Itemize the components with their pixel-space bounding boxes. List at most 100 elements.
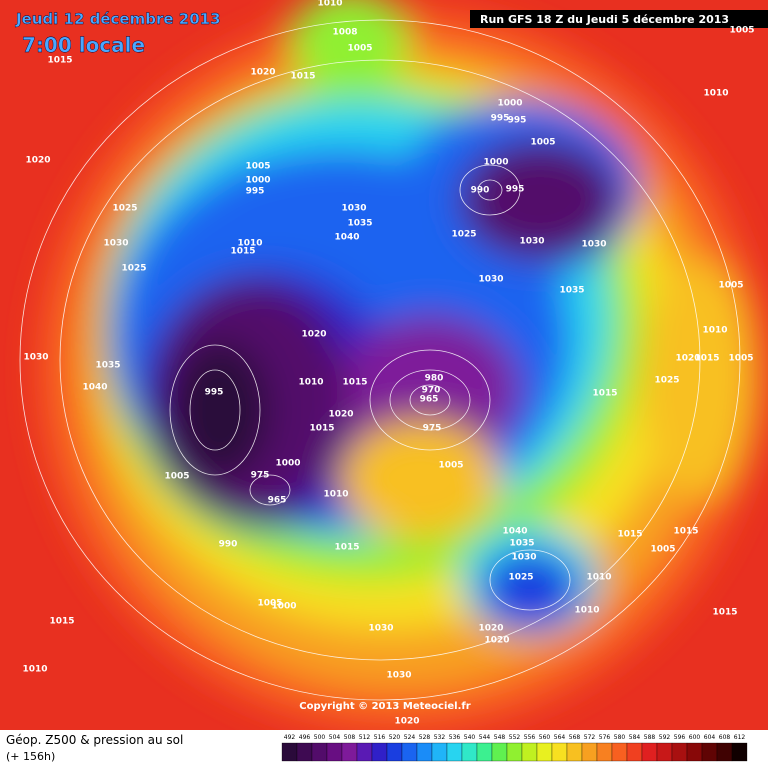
isobar-label: 1005 [718,281,743,291]
colorbar-swatch [566,742,583,762]
isobar-label: 1035 [347,219,372,229]
colorbar-label: 592 [659,734,671,741]
colorbar-swatch [341,742,358,762]
isobar-label: 1015 [673,527,698,537]
isobar-label: 1005 [257,599,282,609]
colorbar-swatch [371,742,388,762]
isobar-label: 1010 [574,606,599,616]
isobar-label: 1015 [334,543,359,553]
colorbar-swatch [446,742,463,762]
colorbar-label: 580 [614,734,626,741]
colorbar-label: 544 [479,734,491,741]
isobar-label: 1035 [559,286,584,296]
isobar-label: 1000 [275,459,300,469]
colorbar-label: 528 [419,734,431,741]
isobar-label: 1035 [509,539,534,549]
isobar-label: 1020 [250,68,275,78]
isobar-label: 1020 [301,330,326,340]
colorbar-swatch [596,742,613,762]
isobar-label: 1005 [728,354,753,364]
isobar-label: 970 [422,386,441,396]
isobar-label: 1015 [290,72,315,82]
isobar-label: 1040 [334,233,359,243]
colorbar-label: 552 [509,734,521,741]
colorbar-label: 560 [539,734,551,741]
isobar-label: 1010 [237,239,262,249]
isobar-label: 1015 [47,56,72,66]
isobar-label: 1020 [484,636,509,646]
colorbar: 492 496 500 504 508 512 516 520 524 528 532 536 540 5… [281,734,748,762]
isobar-label: 1010 [702,326,727,336]
colorbar-swatch [386,742,403,762]
colorbar-label: 500 [314,734,326,741]
run-box [470,10,768,28]
colorbar-swatch [716,742,733,762]
colorbar-swatch [401,742,418,762]
isobar-label: 1025 [112,204,137,214]
colorbar-swatch [701,742,718,762]
isobar-labels: 1010 1008 1005 1015 1020 1015 1010 1000 995 995 10… [22,0,754,727]
isobar-label: 1015 [712,608,737,618]
isobar-label: 990 [219,540,238,550]
colorbar-label: 596 [674,734,686,741]
isobar-label: 1025 [508,573,533,583]
isobar-label: 1005 [650,545,675,555]
colorbar-label: 556 [524,734,536,741]
isobar-label: 995 [506,185,525,195]
colorbar-swatch [671,742,688,762]
isobar-label: 1030 [478,275,503,285]
colorbar-label: 492 [284,734,296,741]
run: Run GFS 18 Z du Jeudi 5 décembre 2013 [480,13,729,26]
isobar-label: 1010 [586,573,611,583]
colorbar-label: 608 [719,734,731,741]
isobar-label: 995 [508,116,527,126]
isobar-label: 1005 [245,162,270,172]
colorbar-swatch [356,742,373,762]
isobar-label: 1030 [103,239,128,249]
isobar-label: 965 [268,496,287,506]
isobar-label: 1000 [245,176,270,186]
isobar-label: 1020 [25,156,50,166]
isobar-label: 1025 [451,230,476,240]
isobar-label: 1015 [617,530,642,540]
colorbar-label: 508 [344,734,356,741]
isobar-label: 1005 [729,26,754,36]
isobar-label: 1010 [317,0,342,9]
isobar-label: 1010 [323,490,348,500]
isobar-label: 1010 [703,89,728,99]
isobar-label: 1020 [394,717,419,727]
isobar-label: 1015 [309,424,334,434]
field [0,0,768,730]
isobar-label: 975 [251,471,270,481]
isobar-label: 1015 [342,378,367,388]
isobar-label: 1020 [478,624,503,634]
colorbar-label: 576 [599,734,611,741]
isobar-label: 995 [205,388,224,398]
colorbar-label: 604 [704,734,716,741]
isobar-label: 1030 [511,553,536,563]
colorbar-swatch [296,742,313,762]
isobar-label: 1030 [519,237,544,247]
isobar-label: 965 [420,395,439,405]
colorbar-swatch [521,742,538,762]
isobar-label: 1015 [49,617,74,627]
colorbar-swatch [551,742,568,762]
isobar-label: 1005 [530,138,555,148]
isobar-label: 990 [471,186,490,196]
isobar-label: 1030 [581,240,606,250]
date: Jeudi 12 décembre 2013 [15,10,221,28]
isobar-label: 1025 [121,264,146,274]
colorbar-label: 588 [644,734,656,741]
colorbar-swatch [641,742,658,762]
isobar-label: 1010 [298,378,323,388]
colorbar-label: 600 [689,734,701,741]
colorbar-label: 540 [464,734,476,741]
colorbar-label: 584 [629,734,641,741]
colorbar-swatch [281,742,298,762]
colorbar-swatch [536,742,553,762]
colorbar-label: 548 [494,734,506,741]
isobar-label: 1005 [164,472,189,482]
isobar-label: 1008 [332,28,357,38]
isobar-label: 1000 [497,99,522,109]
colorbar-swatch [581,742,598,762]
